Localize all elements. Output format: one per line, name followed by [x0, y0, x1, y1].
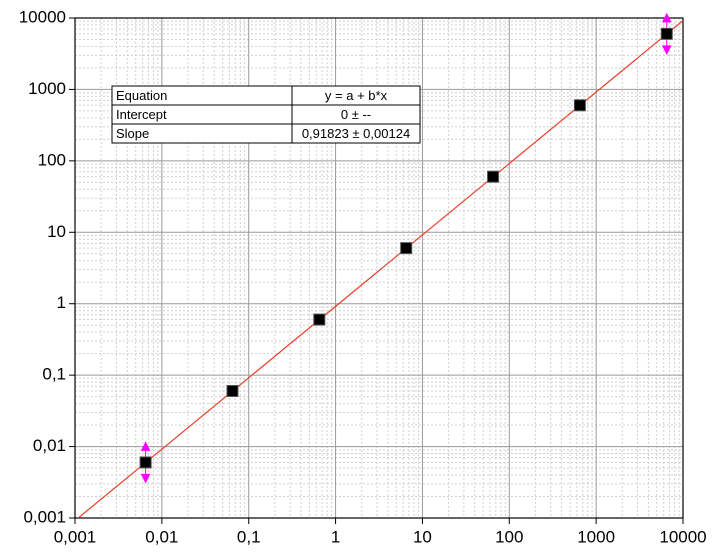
table-cell: Slope — [116, 126, 149, 141]
x-tick-label: 10000 — [659, 527, 706, 546]
x-tick-label: 0,001 — [54, 527, 97, 546]
x-tick-label: 1000 — [577, 527, 615, 546]
y-tick-label: 0,001 — [23, 507, 66, 526]
point — [660, 27, 673, 40]
x-tick-label: 1 — [331, 527, 340, 546]
x-tick-label: 0,1 — [237, 527, 261, 546]
point — [487, 170, 500, 183]
table-cell: y = a + b*x — [325, 88, 388, 103]
y-tick-label: 1 — [57, 293, 66, 312]
y-tick-label: 0,1 — [42, 365, 66, 384]
point — [313, 313, 326, 326]
x-tick-label: 100 — [495, 527, 523, 546]
table-cell: Intercept — [116, 107, 167, 122]
point — [400, 242, 413, 255]
table-box — [111, 85, 421, 144]
table-cell: 0 ± -- — [341, 107, 371, 122]
point — [226, 384, 239, 397]
point — [573, 99, 586, 112]
y-tick-label: 1000 — [28, 79, 66, 98]
y-tick-label: 100 — [38, 150, 66, 169]
x-tick-label: 10 — [413, 527, 432, 546]
x-tick-label: 0,01 — [145, 527, 178, 546]
y-tick-label: 10 — [47, 222, 66, 241]
table-cell: Equation — [116, 88, 167, 103]
y-tick-label: 10000 — [19, 7, 66, 26]
plot-frame — [74, 17, 684, 519]
table-cell: 0,91823 ± 0,00124 — [302, 126, 410, 141]
point — [139, 456, 152, 469]
y-tick-label: 0,01 — [33, 436, 66, 455]
